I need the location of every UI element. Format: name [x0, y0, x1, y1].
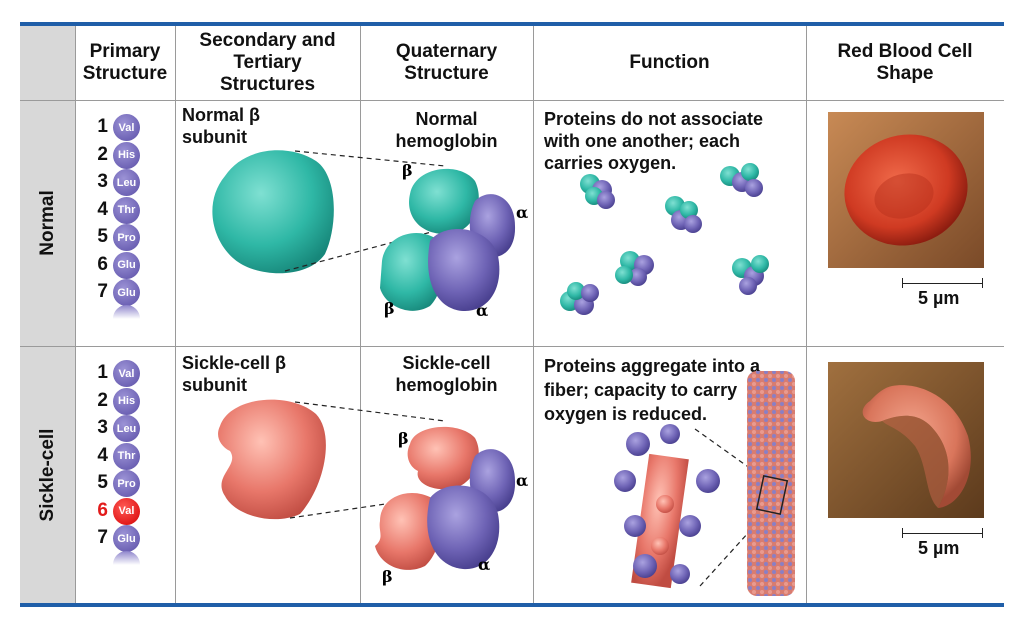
sickle-beta-subunit — [218, 399, 326, 520]
residue-number: 1 — [97, 116, 108, 137]
sequence-continuation — [113, 304, 140, 319]
header-function: Function — [629, 52, 710, 73]
amino-acid-glu: Glu — [113, 279, 140, 306]
normal-subunit-label: Normal β subunit — [182, 105, 261, 147]
amino-acid-leu: Leu — [113, 169, 140, 196]
residue-number: 3 — [97, 171, 108, 192]
normal-rbc-photo — [828, 112, 984, 268]
sequence-continuation — [113, 550, 140, 565]
amino-acid-thr: Thr — [113, 442, 140, 470]
normal-beta-bottom: β — [384, 299, 395, 318]
normal-function-text: Proteins do not associate with one anoth… — [544, 109, 764, 173]
row-label-bg-sickle — [20, 346, 75, 603]
aggregated-hemoglobin-chain — [614, 424, 720, 589]
normal-hemoglobin-tetramer — [380, 168, 516, 311]
residue-number: 2 — [97, 389, 108, 411]
sickle-fiber — [747, 371, 795, 596]
sickle-function-text: Proteins aggregate into a fiber; capacit… — [544, 356, 761, 424]
sickle-rbc-photo — [828, 362, 984, 518]
residue-number: 6 — [97, 253, 108, 275]
sickle-scale-label: 5 µm — [918, 538, 960, 558]
sickle-alpha-right: α — [516, 471, 528, 490]
amino-acid-thr: Thr — [113, 196, 140, 224]
residue-number: 7 — [97, 527, 108, 548]
header-quaternary: Quaternary Structure — [395, 41, 498, 84]
residue-number: 5 — [97, 226, 108, 247]
row-label-bg-normal — [20, 100, 75, 346]
amino-acid-val: Val — [113, 360, 140, 387]
residue-number: 3 — [97, 417, 108, 438]
amino-acid-his: His — [113, 387, 140, 415]
header-secondary-tertiary: Secondary and Tertiary Structures — [199, 30, 336, 95]
sickle-hemoglobin-label: Sickle-cell hemoglobin — [395, 353, 498, 395]
amino-acid-val: Val — [113, 497, 140, 525]
normal-alpha-bottom: α — [476, 301, 488, 320]
sickle-subunit-label: Sickle-cell β subunit — [182, 353, 287, 395]
illustrations: β α β α β α — [212, 112, 984, 596]
header-primary: Primary Structure — [82, 41, 168, 84]
corner-cell — [20, 26, 75, 100]
amino-acid-glu: Glu — [113, 251, 140, 279]
bottom-border — [20, 603, 1004, 607]
residue-number: 5 — [97, 472, 108, 493]
top-border — [20, 22, 1004, 26]
amino-acid-leu: Leu — [113, 415, 140, 442]
sickle-hemoglobin-tetramer — [375, 426, 516, 570]
residue-number: 2 — [97, 143, 108, 165]
residue-number: 7 — [97, 281, 108, 302]
sickle-beta-bottom: β — [382, 567, 393, 586]
amino-acid-glu: Glu — [113, 525, 140, 552]
header-rbc-shape: Red Blood Cell Shape — [837, 41, 973, 84]
normal-beta-top: β — [402, 161, 413, 180]
amino-acid-val: Val — [113, 114, 140, 141]
comparison-table: Primary Structure Secondary and Tertiary… — [20, 26, 1004, 603]
residue-number: 4 — [97, 444, 108, 466]
amino-acid-pro: Pro — [113, 224, 140, 251]
residue-number: 4 — [97, 198, 108, 220]
sickle-alpha-bottom: α — [478, 555, 490, 574]
normal-hemoglobin-label: Normal hemoglobin — [395, 109, 498, 151]
amino-acid-his: His — [113, 141, 140, 169]
normal-alpha-right: α — [516, 203, 528, 222]
residue-number: 1 — [97, 362, 108, 383]
residue-number: 6 — [97, 499, 108, 521]
normal-scale-label: 5 µm — [918, 288, 960, 308]
amino-acid-pro: Pro — [113, 470, 140, 497]
dispersed-hemoglobin-molecules — [560, 163, 769, 315]
normal-beta-subunit — [212, 150, 334, 274]
sickle-beta-top: β — [398, 429, 409, 448]
